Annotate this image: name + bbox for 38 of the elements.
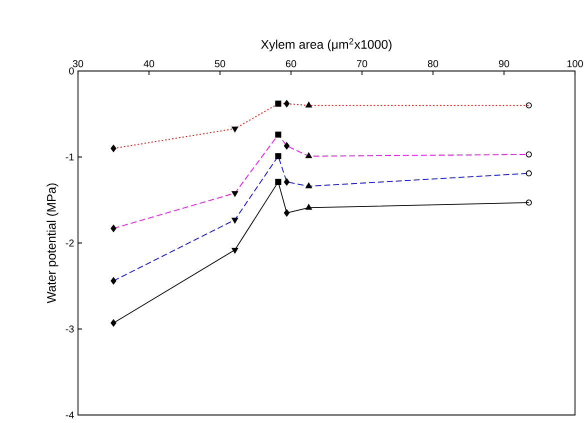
point xyxy=(526,170,532,176)
y-tick-label: -2 xyxy=(66,240,74,246)
y-tick-label: -3 xyxy=(66,325,74,333)
point xyxy=(284,178,290,186)
x-tick-label: 90 xyxy=(498,60,510,68)
y-tick-label: 0 xyxy=(69,67,74,75)
x-tick-label: 70 xyxy=(356,60,368,68)
point xyxy=(306,204,312,210)
point xyxy=(284,142,290,150)
point xyxy=(306,152,312,158)
point xyxy=(526,102,532,108)
point xyxy=(306,102,312,108)
point xyxy=(110,224,116,232)
x-tick-label: 80 xyxy=(428,60,438,68)
point xyxy=(232,126,238,132)
y-axis-title: Water potential (MPa) xyxy=(46,183,58,304)
point xyxy=(110,144,116,152)
point xyxy=(284,100,290,108)
y-tick-label: -4 xyxy=(66,412,74,418)
point xyxy=(275,100,282,107)
point xyxy=(306,182,312,188)
point xyxy=(284,209,290,217)
point xyxy=(275,132,282,138)
x-tick-label: 60 xyxy=(286,60,296,68)
point xyxy=(110,319,116,327)
y-tick-label: -1 xyxy=(66,154,74,160)
x-tick-label: 50 xyxy=(214,60,226,68)
x-tick-label: 30 xyxy=(72,60,84,68)
point xyxy=(232,218,238,224)
point xyxy=(275,153,282,160)
point xyxy=(275,178,282,185)
x-axis-title: Xylem area (μm$^{2}$x1000) xyxy=(261,38,392,52)
point xyxy=(110,277,116,284)
x-tick-label: 100 xyxy=(567,60,583,68)
point xyxy=(232,248,238,254)
point xyxy=(232,191,238,197)
point xyxy=(526,151,532,158)
x-tick-label: 40 xyxy=(144,60,154,68)
